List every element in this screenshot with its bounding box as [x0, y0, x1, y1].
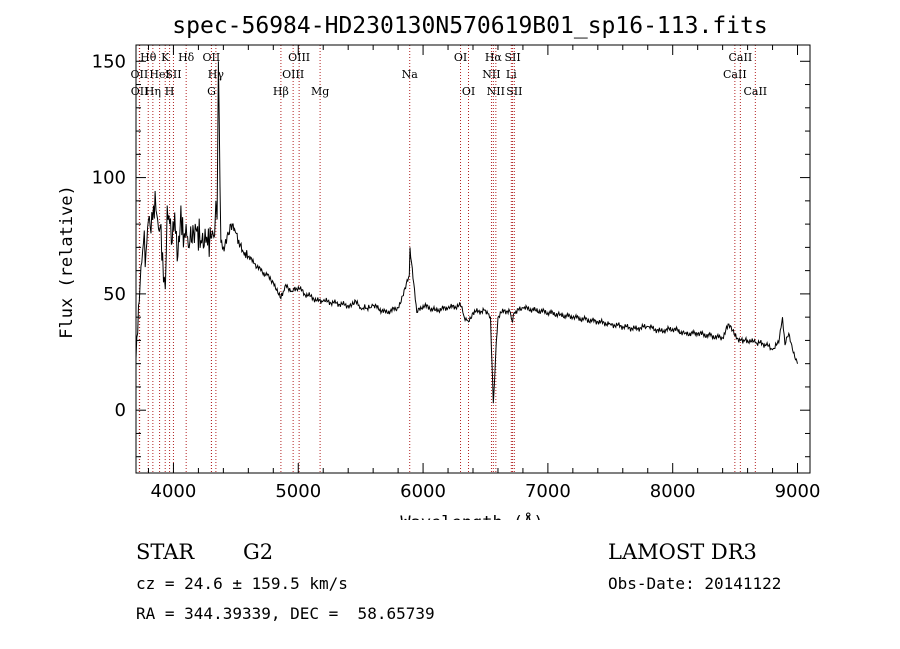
survey-name: LAMOST DR3 — [608, 540, 757, 564]
x-tick-label: 7000 — [525, 481, 571, 502]
spectral-line-label: OI — [462, 85, 475, 98]
redshift-cz: cz = 24.6 ± 159.5 km/s — [136, 574, 348, 593]
spectral-line-label: HeI — [149, 68, 169, 81]
y-tick-label: 100 — [92, 168, 126, 189]
chart-title: spec-56984-HD230130N570619B01_sp16-113.f… — [172, 13, 767, 39]
spectral-line-label: SII — [506, 85, 522, 98]
spectral-line-label: Hα — [485, 51, 503, 64]
spectral-line-label: CaII — [723, 68, 747, 81]
spectral-line-label: G — [207, 85, 216, 98]
spectral-line-label: OII — [203, 51, 221, 64]
spectral-line-label: NII — [487, 85, 505, 98]
spectral-line-label: Hθ — [140, 51, 157, 64]
spectral-line-label: SII — [504, 51, 520, 64]
spectral-line-label: Li — [506, 68, 517, 81]
object-subclass: G2 — [243, 540, 274, 564]
spectral-line-labels: OII OII Hθ Hη HeI K H SII Hδ OII Hγ G Hβ OIII OIII Mg Na… — [131, 51, 768, 98]
y-axis-label: Flux (relative) — [57, 185, 77, 339]
spectral-line-label: OIII — [288, 51, 310, 64]
spectral-line-label: CaII — [729, 51, 753, 64]
spectral-line-label: OIII — [282, 68, 304, 81]
coordinates: RA = 344.39339, DEC = 58.65739 — [136, 604, 435, 623]
plot-frame — [135, 44, 811, 474]
flux-series-line — [135, 61, 798, 404]
spectral-line-label: H — [165, 85, 175, 98]
spectral-line-label: NII — [482, 68, 500, 81]
axis-ticks: 4000 5000 6000 7000 8000 9000 0 50 100 150 — [92, 45, 821, 502]
spectral-line-markers — [138, 45, 756, 473]
x-tick-label: 9000 — [775, 481, 821, 502]
obs-date: Obs-Date: 20141122 — [608, 574, 782, 593]
spectral-line-label: OII — [131, 85, 149, 98]
x-tick-label: 5000 — [275, 481, 321, 502]
spectral-line-label: Hβ — [273, 85, 289, 98]
spectral-line-label: OII — [131, 68, 149, 81]
spectral-line-label: SII — [165, 68, 181, 81]
spectral-line-label: Hγ — [208, 68, 225, 81]
x-tick-label: 4000 — [151, 481, 197, 502]
spectral-line-label: Na — [402, 68, 419, 81]
y-tick-label: 0 — [115, 400, 126, 421]
spectral-line-label: CaII — [743, 85, 767, 98]
spectral-line-label: Mg — [311, 85, 329, 98]
spectral-line-label: Hδ — [178, 51, 195, 64]
spectral-line-label: K — [161, 51, 170, 64]
spectrum-chart: spec-56984-HD230130N570619B01_sp16-113.f… — [57, 13, 821, 520]
x-tick-label: 8000 — [650, 481, 696, 502]
x-axis-label: Wavelength (Å) — [400, 511, 543, 520]
spectral-line-label: OI — [454, 51, 467, 64]
object-class: STAR — [136, 540, 195, 564]
spectral-line-label: Hη — [145, 85, 161, 98]
x-tick-label: 6000 — [400, 481, 446, 502]
y-tick-label: 150 — [92, 51, 126, 72]
y-tick-label: 50 — [103, 284, 126, 305]
